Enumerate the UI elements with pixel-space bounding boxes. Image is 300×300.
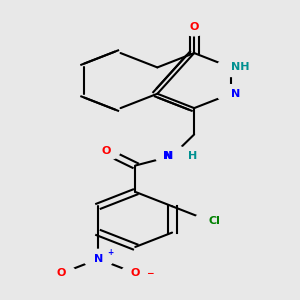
Circle shape [84,249,113,268]
Circle shape [158,147,186,165]
Text: +: + [107,248,113,257]
Circle shape [217,85,245,103]
Circle shape [155,145,189,167]
Text: −: − [146,269,154,278]
Text: Cl: Cl [209,216,221,226]
Text: O: O [101,146,110,156]
Circle shape [121,264,149,282]
Circle shape [195,212,223,230]
Circle shape [92,142,120,160]
Text: N: N [164,151,173,161]
Text: NH: NH [231,62,250,72]
Text: N: N [163,151,172,161]
Text: O: O [130,268,140,278]
Circle shape [217,58,245,76]
Text: N: N [94,254,103,264]
Circle shape [48,264,76,282]
Circle shape [180,18,208,36]
Text: N: N [231,89,240,99]
Text: O: O [190,22,199,32]
Text: H: H [188,151,197,161]
Text: O: O [57,268,66,278]
